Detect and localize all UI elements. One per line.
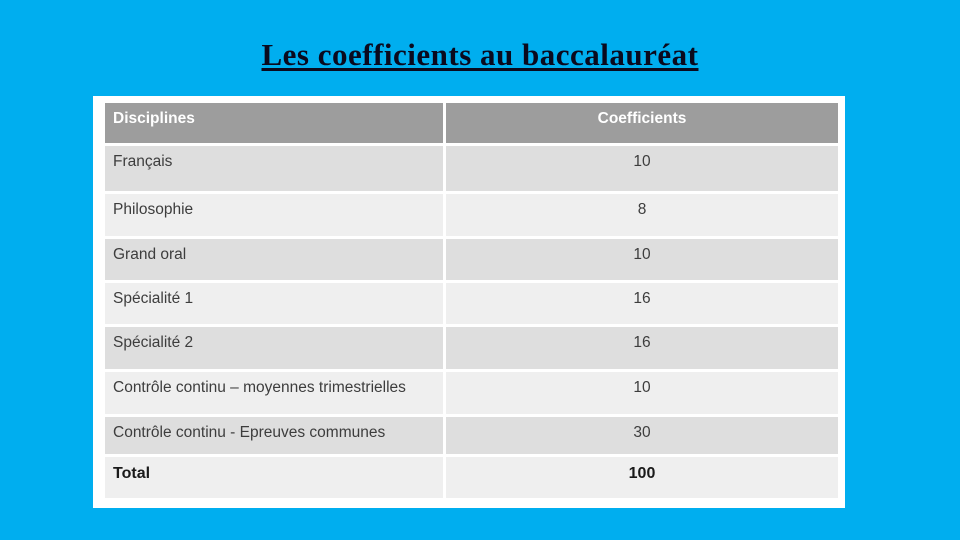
page-title: Les coefficients au baccalauréat <box>261 37 699 72</box>
table-cell-coefficient: 16 <box>446 327 838 369</box>
table-cell-discipline: Grand oral <box>105 239 443 280</box>
table-cell-discipline: Contrôle continu - Epreuves communes <box>105 417 443 454</box>
table-cell-discipline: Spécialité 2 <box>105 327 443 369</box>
column-header-coefficients: Coefficients <box>446 103 838 143</box>
table-cell-discipline: Spécialité 1 <box>105 283 443 324</box>
table-cell-coefficient: 10 <box>446 239 838 280</box>
table-cell-total-value: 100 <box>446 457 838 498</box>
table-cell-discipline: Philosophie <box>105 194 443 236</box>
column-header-disciplines: Disciplines <box>105 103 443 143</box>
table-panel: Disciplines Coefficients Français 10 Phi… <box>93 96 845 508</box>
table-cell-coefficient: 8 <box>446 194 838 236</box>
table-cell-coefficient: 16 <box>446 283 838 324</box>
table-cell-coefficient: 10 <box>446 146 838 191</box>
table-cell-discipline: Français <box>105 146 443 191</box>
coefficients-table: Disciplines Coefficients Français 10 Phi… <box>105 103 838 498</box>
table-cell-discipline: Contrôle continu – moyennes trimestriell… <box>105 372 443 414</box>
table-cell-coefficient: 10 <box>446 372 838 414</box>
table-cell-total-label: Total <box>105 457 443 498</box>
table-cell-coefficient: 30 <box>446 417 838 454</box>
